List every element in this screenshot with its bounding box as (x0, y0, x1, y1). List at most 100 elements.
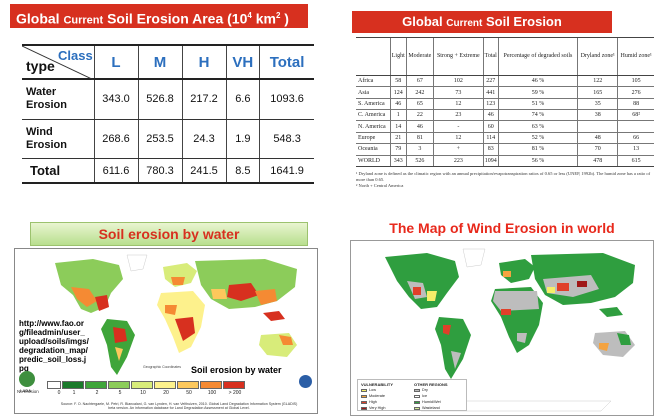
table-cell: 253.5 (137, 119, 182, 160)
legend-item: Moderate (361, 394, 385, 398)
legend-swatch: 0 (47, 381, 61, 396)
legend-swatch: 10 (131, 381, 153, 396)
column-header: VH (225, 44, 260, 80)
table-cell: 52 % (497, 132, 578, 145)
legend-swatch (361, 388, 367, 392)
column-header: L (93, 44, 138, 80)
table-cell: 241.5 (181, 158, 226, 185)
table-row: N. America 14 46-60 63 % (356, 120, 654, 133)
regional-erosion-title: Global Current Soil Erosion (352, 11, 612, 33)
table-row: Oceania 79 3 +83 81 % 70 13 (356, 143, 654, 156)
table-row-total: Total 611.6 780.3 241.5 8.5 1641.9 (22, 158, 314, 185)
legend-swatch: 50 (177, 381, 199, 396)
table-cell: 223 (432, 155, 484, 168)
table-cell: 46 (482, 109, 499, 122)
table-cell: 123 (482, 98, 499, 111)
class-label: Class (58, 48, 93, 63)
footnote-dryland: ¹ Dryland zone is defined as the climati… (356, 171, 651, 182)
type-class-header: Class type (22, 44, 94, 80)
legend-swatch: > 200 (223, 381, 245, 396)
column-header: M (137, 44, 182, 80)
wind-erosion-world-map (351, 241, 653, 415)
table-row: WORLD 343 526 223 1094 56 % 478 615 (356, 155, 654, 168)
legend-item-label: High (369, 400, 377, 404)
water-erosion-map-frame: http://www.fao.org/fileadmin/user_upload… (14, 248, 318, 414)
column-header: H (181, 44, 226, 80)
table-cell: 59 % (497, 86, 578, 99)
table-cell: 23 (432, 109, 484, 122)
table-cell: 63 % (497, 120, 578, 133)
table-cell: 227 (482, 75, 499, 88)
map-caption: Soil erosion by water (191, 365, 282, 375)
legend-swatch (361, 406, 367, 410)
column-header: Moderate (405, 37, 434, 76)
column-header: Humid zone¹ (617, 37, 654, 76)
column-header: Total (259, 44, 314, 80)
diagonal-divider (22, 46, 94, 80)
column-header: Strong + Extreme (432, 37, 484, 76)
column-header: Percentage of degraded soils (497, 37, 578, 76)
legend-swatch (414, 400, 420, 404)
table-row: C. America 1 22 23 46 74 % 38 68² (356, 109, 654, 122)
table-cell: - (432, 120, 484, 133)
legend-swatch-label: 1 (72, 390, 76, 396)
legend-swatch (361, 400, 367, 404)
legend-swatch-label: 0 (57, 390, 61, 396)
legend-other-regions-heading: OTHER REGIONS (414, 382, 448, 387)
legend-item-label: Moderate (369, 394, 386, 398)
table-cell: 114 (482, 132, 499, 145)
erosion-area-table: Class type L M H VH Total Water Erosion … (22, 44, 314, 185)
erosion-area-header-row: Class type L M H VH Total (22, 44, 314, 80)
source-url[interactable]: http://www.fao.org/fileadmin/user_upload… (19, 319, 89, 373)
table-cell: 38 (577, 109, 618, 122)
column-header: Dryland zone¹ (577, 37, 618, 76)
regional-header-row: Light Moderate Strong + Extreme Total Percen… (356, 37, 654, 76)
table-cell: 88 (617, 98, 654, 111)
table-row: Europe 21 81 12 114 52 % 48 66 (356, 132, 654, 145)
column-header: Total (482, 37, 499, 76)
table-cell: 24.3 (181, 119, 226, 160)
table-cell: 105 (617, 75, 654, 88)
table-cell: 1.9 (225, 119, 260, 160)
table-cell: 1 (389, 109, 407, 122)
table-cell: 51 % (497, 98, 578, 111)
table-row: Wind Erosion 268.6 253.5 24.3 1.9 548.3 (22, 119, 314, 160)
row-label: Oceania (356, 143, 391, 156)
legend-item: Dry (414, 388, 428, 392)
table-cell: 22 (405, 109, 434, 122)
legend-item-label: Wasteland (422, 406, 440, 410)
table-cell: 242 (405, 86, 434, 99)
legend-swatch: 5 (108, 381, 130, 396)
regional-erosion-table: Light Moderate Strong + Extreme Total Percen… (356, 37, 654, 168)
legend-swatch-label: 2 (95, 390, 99, 396)
row-label: Europe (356, 132, 391, 145)
row-label: Total (22, 158, 94, 185)
table-cell: 217.2 (181, 79, 226, 120)
table-cell: 102 (432, 75, 484, 88)
table-cell: 12 (432, 132, 484, 145)
legend-swatch (414, 388, 420, 392)
legend-item: Humid/Wet (414, 400, 441, 404)
row-label: Asia (356, 86, 391, 99)
table-cell: 46 (405, 120, 434, 133)
legend-item-label: Humid/Wet (422, 400, 441, 404)
legend-item: Ice (414, 394, 427, 398)
table-cell: 73 (432, 86, 484, 99)
table-row: Africa 58 67 102 227 46 % 122 105 (356, 75, 654, 88)
table-cell (577, 120, 618, 133)
legend-item: Very High (361, 406, 385, 410)
table-cell: 8.5 (225, 158, 260, 185)
table-row: S. America 46 65 12 123 51 % 35 88 (356, 98, 654, 111)
row-label: Water Erosion (22, 79, 94, 120)
table-cell: 3 (405, 143, 434, 156)
row-label: Wind Erosion (22, 119, 94, 160)
table-row: Asia 124 242 73 441 59 % 165 276 (356, 86, 654, 99)
legend-swatch (414, 394, 420, 398)
table-cell: 12 (432, 98, 484, 111)
row-label: Africa (356, 75, 391, 88)
water-erosion-legend: 0 1 2 5 10 20 50 100 > 200 (47, 381, 246, 396)
column-header (356, 37, 391, 76)
table-cell: 343.0 (93, 79, 138, 120)
table-cell: 56 % (497, 155, 578, 168)
table-cell: 780.3 (137, 158, 182, 185)
